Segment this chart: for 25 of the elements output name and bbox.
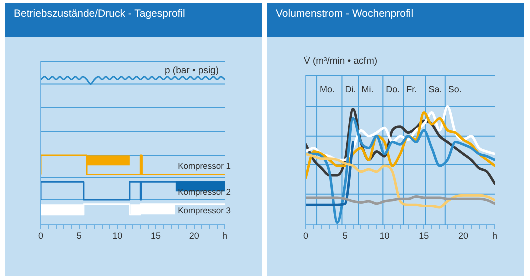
x-tick-label: 0 [38, 231, 44, 242]
series-label: Kompressor 1 [178, 160, 232, 171]
x-tick-label: 15 [150, 231, 162, 242]
x-tick-label: 20 [458, 231, 469, 242]
x-tick-label: 15 [419, 231, 430, 242]
series-label: Kompressor 3 [178, 205, 232, 216]
x-tick-label: 5 [342, 231, 348, 242]
x-tick-label: 0 [303, 231, 309, 242]
ref-line-label: Do. [386, 84, 400, 94]
ref-line-label: Fr. [406, 84, 418, 94]
ref-line-label: Di. [345, 84, 356, 94]
series-label: p (bar • psig) [164, 66, 219, 77]
ref-line-label: Mi. [362, 84, 374, 94]
x-tick-label: 10 [380, 231, 390, 242]
chart-title: Volumenstrom - Wochenprofil [267, 3, 524, 37]
x-tick-label: 5 [76, 231, 82, 242]
x-tick-label: 20 [189, 231, 200, 242]
chart-title: Betriebszustände/Druck - Tagesprofil [5, 3, 262, 37]
y-axis-title: V̇ (m³/min • acfm) [304, 55, 378, 67]
ref-line-label: Mo. [320, 84, 336, 94]
x-tick-label: 10 [112, 231, 123, 242]
ref-line-label: Sa. [428, 84, 442, 94]
x-axis-title: h [222, 231, 228, 242]
x-axis-title: h [492, 231, 498, 242]
ref-line-label: So. [448, 84, 462, 94]
